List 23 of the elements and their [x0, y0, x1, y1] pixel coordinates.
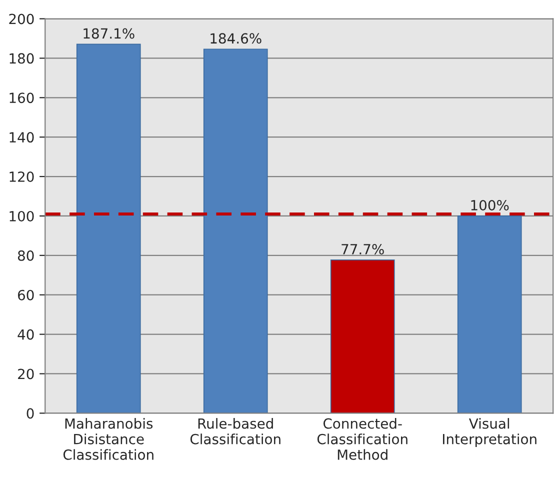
- data-label: 187.1%: [84, 28, 134, 39]
- y-tick-label: 20: [18, 368, 34, 380]
- y-tick-label: 140: [10, 132, 34, 143]
- y-tick-label: 120: [10, 171, 34, 182]
- y-tick-label: 160: [10, 92, 34, 104]
- y-tick-label: 40: [18, 329, 34, 340]
- y-tick-label: 200: [9, 14, 34, 24]
- bar: [203, 48, 268, 414]
- y-tick-label: 80: [18, 250, 34, 261]
- x-tick-label: Connected- Classification Method: [317, 418, 408, 460]
- x-tick-label: Maharanobis Disistance Classification: [63, 418, 154, 460]
- data-label: 77.7%: [342, 244, 384, 254]
- data-label: 184.6%: [210, 33, 262, 44]
- y-tick-label: 100: [10, 210, 34, 222]
- y-tick-label: 60: [18, 290, 34, 300]
- x-tick-label: Rule-based Classification: [190, 418, 280, 444]
- bar: [330, 260, 395, 414]
- data-label: 100%: [471, 200, 509, 210]
- y-tick-label: 0: [26, 408, 34, 419]
- bar: [76, 44, 141, 414]
- y-tick-label: 180: [10, 53, 34, 64]
- bar: [457, 216, 522, 414]
- x-tick-label: Visual Interpretation: [443, 418, 536, 448]
